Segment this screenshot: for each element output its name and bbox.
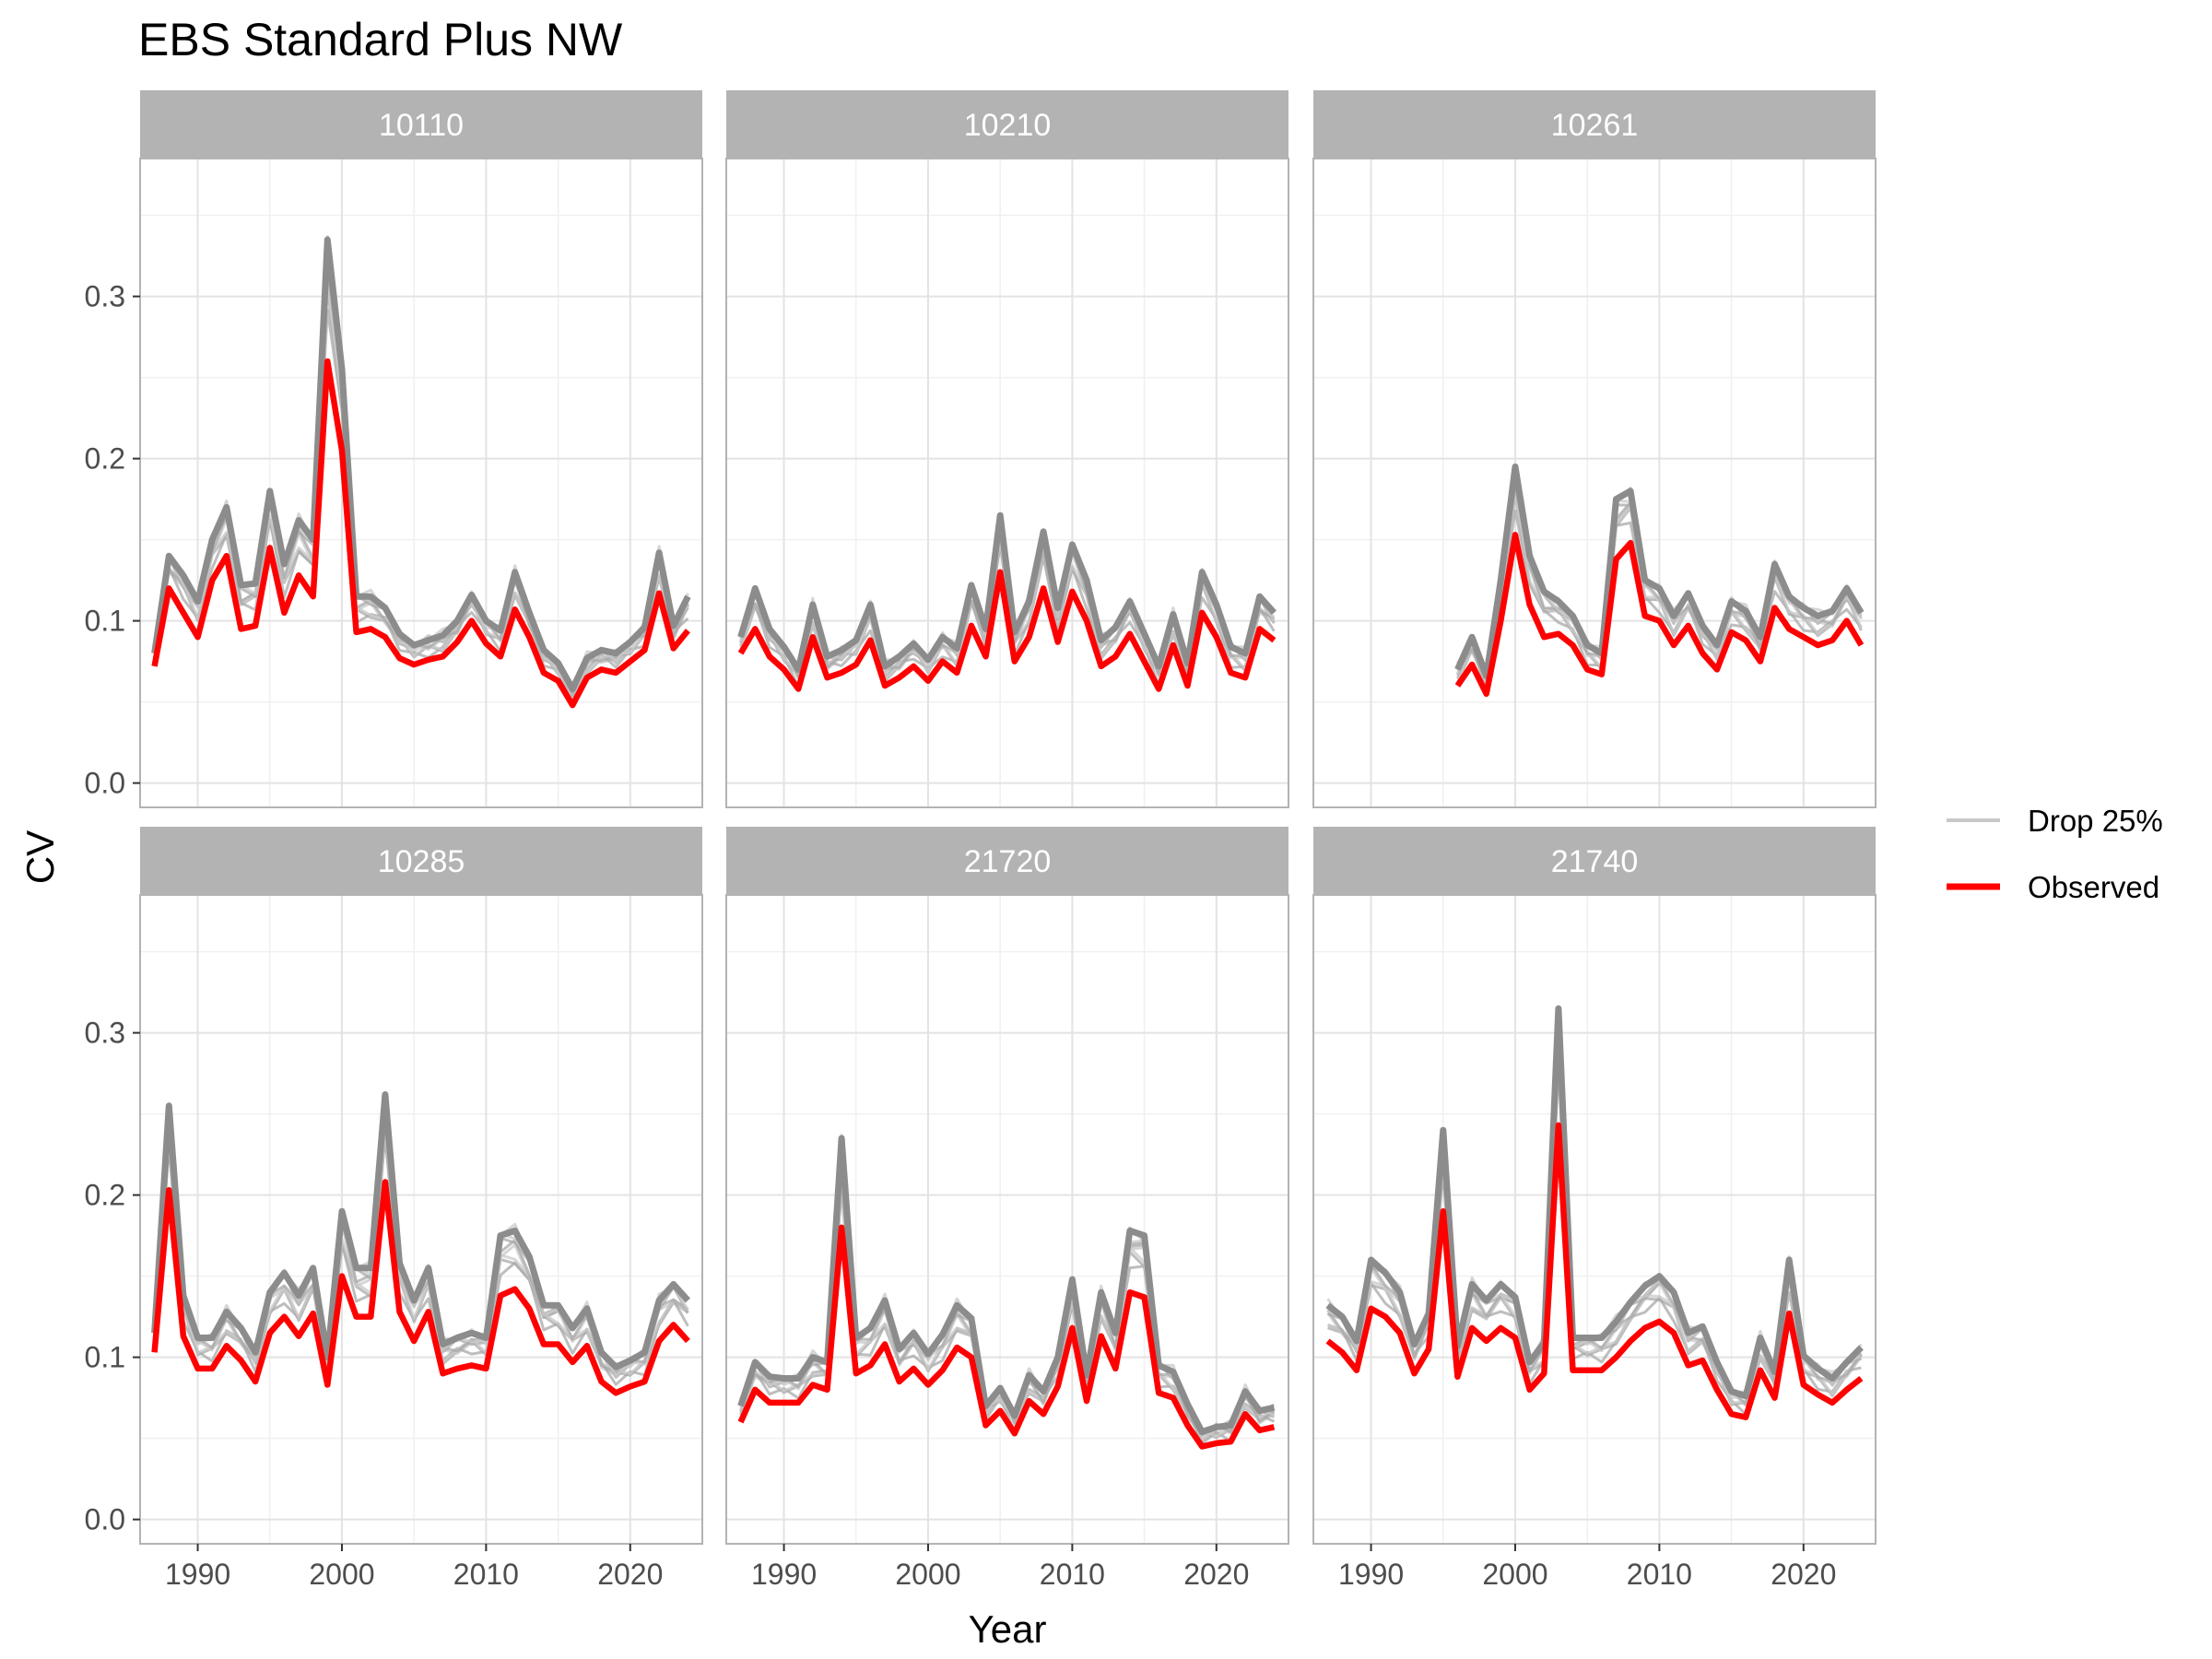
panel-10110: 10110 0.0 0.1 0.2 0.3 bbox=[85, 90, 703, 808]
y-tick-label: 0.2 bbox=[85, 1179, 125, 1212]
y-tick-label: 0.0 bbox=[85, 1503, 125, 1536]
drop25-line bbox=[153, 263, 689, 687]
strip-10110 bbox=[140, 90, 702, 159]
x-tick-label: 2020 bbox=[1771, 1558, 1836, 1591]
strip-10285 bbox=[140, 827, 702, 895]
strip-21720 bbox=[726, 827, 1288, 895]
observed-line bbox=[151, 1179, 690, 1396]
panel-border bbox=[1312, 894, 1877, 1545]
observed-line bbox=[1454, 532, 1865, 698]
strip-10261 bbox=[1313, 90, 1876, 159]
drop25-line bbox=[739, 1156, 1276, 1437]
y-tick-label: 0.3 bbox=[85, 280, 125, 313]
x-tick-label: 2020 bbox=[597, 1558, 663, 1591]
y-tick-label: 0.3 bbox=[85, 1017, 125, 1050]
x-axis-title: Year bbox=[969, 1607, 1047, 1651]
drop25-band bbox=[151, 236, 691, 692]
y-tick-label: 0.2 bbox=[85, 442, 125, 476]
drop25-band bbox=[151, 1091, 691, 1371]
x-tick-label: 2010 bbox=[453, 1558, 519, 1591]
drop25-band bbox=[1454, 463, 1865, 679]
drop25-line bbox=[1326, 1039, 1863, 1406]
legend-label-observed: Observed bbox=[2028, 870, 2159, 904]
drop25-line bbox=[153, 286, 689, 695]
panel-10261: 10261 bbox=[1312, 90, 1877, 808]
observed-line bbox=[151, 358, 690, 709]
strip-label: 10210 bbox=[964, 108, 1052, 143]
panel-10210: 10210 bbox=[725, 90, 1289, 808]
drop25-line bbox=[153, 1126, 689, 1375]
drop25-line bbox=[153, 265, 689, 698]
y-axis-title: CV bbox=[18, 830, 62, 884]
observed-line bbox=[737, 1224, 1276, 1450]
x-tick-label: 2000 bbox=[1482, 1558, 1547, 1591]
x-tick-label: 1990 bbox=[165, 1558, 230, 1591]
strip-label: 10110 bbox=[379, 108, 464, 143]
drop25-line bbox=[153, 275, 689, 699]
drop25-line bbox=[153, 1135, 689, 1386]
drop25-band bbox=[737, 1135, 1276, 1436]
drop25-line bbox=[153, 277, 689, 694]
strip-label: 21720 bbox=[964, 844, 1052, 879]
x-tick-label: 2010 bbox=[1040, 1558, 1105, 1591]
observed-line bbox=[737, 569, 1277, 692]
panel-border bbox=[139, 158, 703, 808]
strip-10210 bbox=[726, 90, 1288, 159]
strip-label: 10261 bbox=[1551, 108, 1639, 143]
y-tick-label: 0.1 bbox=[85, 1341, 125, 1374]
x-tick-label: 2020 bbox=[1183, 1558, 1249, 1591]
legend: Drop 25% Observed bbox=[1947, 804, 2163, 904]
y-tick-label: 0.0 bbox=[85, 767, 125, 800]
panel-border bbox=[725, 158, 1289, 808]
y-tick-label: 0.1 bbox=[85, 605, 125, 638]
strip-21740 bbox=[1313, 827, 1876, 895]
panels-layer: 10110 0.0 0.1 0.2 0.3 10210 10261 10285 0.0 0.1 0.… bbox=[85, 90, 1877, 1591]
strip-label: 21740 bbox=[1551, 844, 1639, 879]
drop25-line bbox=[153, 1132, 689, 1377]
x-tick-label: 1990 bbox=[1338, 1558, 1404, 1591]
legend-label-drop: Drop 25% bbox=[2028, 804, 2163, 838]
x-tick-label: 2000 bbox=[309, 1558, 374, 1591]
observed-line bbox=[1325, 1122, 1864, 1420]
x-tick-label: 2010 bbox=[1627, 1558, 1692, 1591]
x-tick-label: 2000 bbox=[895, 1558, 960, 1591]
panel-border bbox=[1312, 158, 1877, 808]
panel-border bbox=[725, 894, 1289, 1545]
panel-10285: 10285 0.0 0.1 0.2 0.3 1990 2000 2010 2020 bbox=[85, 827, 703, 1591]
panel-21720: 21720 1990 2000 2010 2020 bbox=[725, 827, 1289, 1591]
drop25-line bbox=[153, 254, 689, 686]
drop25-band bbox=[1325, 1005, 1864, 1400]
x-tick-label: 1990 bbox=[751, 1558, 817, 1591]
chart-title: EBS Standard Plus NW bbox=[138, 14, 623, 65]
drop25-line bbox=[153, 308, 689, 706]
strip-label: 10285 bbox=[378, 844, 465, 879]
panel-21740: 21740 1990 2000 2010 2020 bbox=[1312, 827, 1877, 1591]
panel-border bbox=[139, 894, 703, 1545]
drop25-band bbox=[737, 512, 1277, 673]
